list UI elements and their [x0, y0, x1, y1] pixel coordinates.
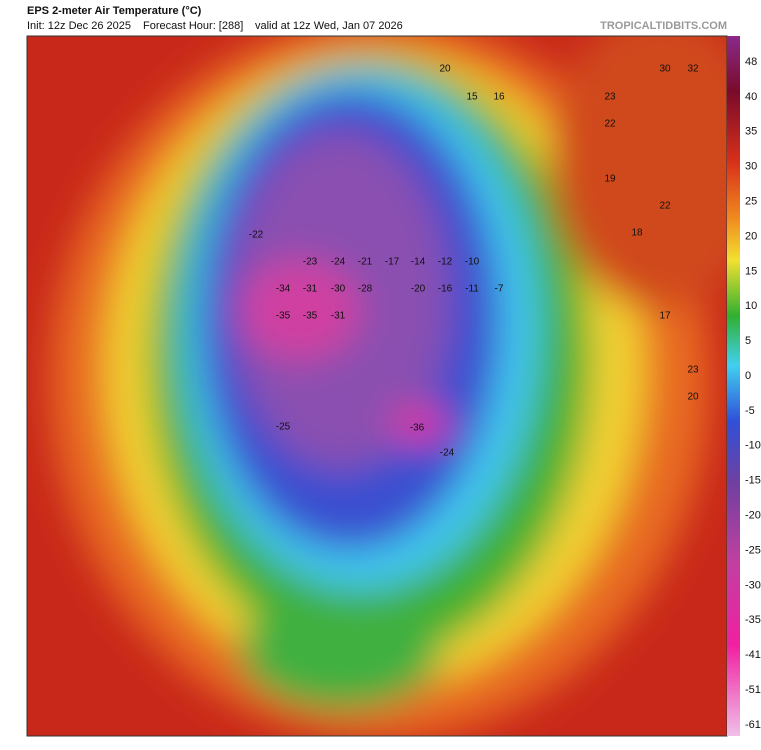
- colorbar-tick-label: -25: [745, 544, 761, 556]
- temperature-label: -11: [465, 284, 479, 295]
- colorbar-tick-label: -5: [745, 405, 755, 417]
- temperature-label: -22: [249, 230, 264, 241]
- temperature-label: -20: [411, 284, 426, 295]
- colorbar-tick-label: -30: [745, 579, 761, 591]
- temperature-label: 32: [687, 64, 699, 75]
- temperature-label: 17: [659, 311, 671, 322]
- colorbar-tick-label: -35: [745, 614, 761, 626]
- temperature-label: -10: [465, 257, 480, 268]
- temperature-label: 20: [687, 392, 699, 403]
- temperature-label: -35: [276, 311, 291, 322]
- temperature-label: -23: [303, 257, 318, 268]
- colorbar-tick-label: 10: [745, 300, 757, 312]
- temperature-label: 20: [439, 64, 451, 75]
- temperature-label: -31: [331, 311, 346, 322]
- temperature-label: 30: [659, 64, 671, 75]
- temperature-label: 22: [604, 119, 616, 130]
- colorbar-tick-label: 20: [745, 230, 757, 242]
- title: EPS 2-meter Air Temperature (°C): [27, 5, 202, 17]
- temperature-label: -16: [438, 284, 453, 295]
- init: Init: 12z Dec 26 2025: [27, 20, 131, 32]
- temperature-label: 15: [466, 92, 478, 103]
- temperature-label: -36: [410, 423, 425, 434]
- colorbar-tick-label: -20: [745, 510, 761, 522]
- colorbar-tick-label: 25: [745, 195, 757, 207]
- colorbar-tick-label: 0: [745, 370, 751, 382]
- colorbar-tick-label: 35: [745, 126, 757, 138]
- colorbar-tick-label: 30: [745, 161, 757, 173]
- colorbar-tick-label: -41: [745, 649, 761, 661]
- colorbar-tick-label: -61: [745, 719, 761, 731]
- temperature-label: -31: [303, 284, 318, 295]
- colorbar-tick-label: 5: [745, 335, 751, 347]
- temperature-label: -12: [438, 257, 453, 268]
- temperature-label: -34: [276, 284, 291, 295]
- temperature-label: 23: [604, 92, 616, 103]
- temperature-label: -17: [385, 257, 400, 268]
- temperature-label: -35: [303, 311, 318, 322]
- colorbar: [727, 36, 740, 736]
- source: TROPICALTIDBITS.COM: [600, 20, 727, 32]
- temperature-label: 19: [604, 174, 616, 185]
- temperature-label: -7: [495, 284, 504, 295]
- map: [27, 36, 727, 736]
- temperature-label: 18: [631, 228, 643, 239]
- temperature-label: -24: [440, 448, 455, 459]
- temperature-label: -24: [331, 257, 346, 268]
- colorbar-tick-label: -10: [745, 440, 761, 452]
- temperature-label: -21: [358, 257, 373, 268]
- temperature-label: 16: [493, 92, 505, 103]
- temperature-label: 23: [687, 365, 699, 376]
- forecast-hour: Forecast Hour: [288]: [143, 20, 243, 32]
- colorbar-tick-label: -15: [745, 475, 761, 487]
- temperature-label: -30: [331, 284, 346, 295]
- colorbar-tick-label: -51: [745, 684, 761, 696]
- valid-time: valid at 12z Wed, Jan 07 2026: [255, 20, 403, 32]
- temperature-label: -14: [411, 257, 426, 268]
- temperature-label: -25: [276, 422, 291, 433]
- temperature-label: 22: [659, 201, 671, 212]
- colorbar-tick-label: 15: [745, 265, 757, 277]
- colorbar-tick-label: 40: [745, 91, 757, 103]
- temperature-label: -28: [358, 284, 373, 295]
- colorbar-tick-label: 48: [745, 56, 757, 68]
